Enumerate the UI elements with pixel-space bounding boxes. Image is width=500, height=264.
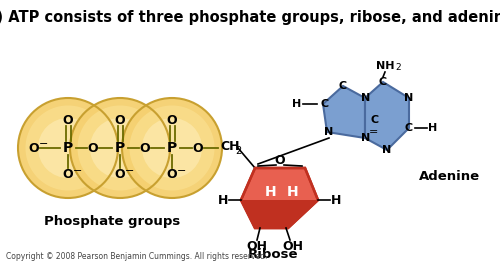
Text: H: H — [292, 99, 302, 109]
Circle shape — [90, 118, 150, 178]
Text: −: − — [177, 166, 186, 176]
Polygon shape — [241, 200, 318, 228]
Text: −: − — [125, 166, 134, 176]
Text: C: C — [379, 77, 387, 87]
Text: N: N — [382, 145, 392, 155]
Text: H: H — [265, 185, 277, 199]
Text: OH: OH — [282, 239, 304, 252]
Text: N: N — [404, 93, 413, 103]
Text: O: O — [166, 167, 177, 181]
Text: 2: 2 — [395, 64, 400, 73]
Text: C: C — [321, 99, 329, 109]
Text: −: − — [39, 139, 48, 149]
Text: C: C — [405, 123, 413, 133]
Polygon shape — [365, 82, 409, 150]
Text: Phosphate groups: Phosphate groups — [44, 215, 180, 228]
Text: O: O — [28, 142, 40, 154]
Text: =: = — [368, 127, 378, 137]
Text: H: H — [428, 123, 438, 133]
Text: P: P — [115, 141, 125, 155]
Text: C: C — [371, 115, 379, 125]
Text: N: N — [362, 133, 370, 143]
Text: 2: 2 — [235, 146, 241, 156]
Text: (a) ATP consists of three phosphate groups, ribose, and adenine.: (a) ATP consists of three phosphate grou… — [0, 10, 500, 25]
Circle shape — [26, 106, 110, 191]
Text: O: O — [62, 167, 74, 181]
Text: O: O — [114, 167, 126, 181]
Text: N: N — [324, 127, 334, 137]
Text: NH: NH — [376, 61, 394, 71]
Circle shape — [130, 106, 214, 191]
Circle shape — [18, 98, 118, 198]
Circle shape — [122, 98, 222, 198]
Text: H: H — [218, 194, 228, 206]
Text: O: O — [88, 142, 99, 154]
Text: P: P — [167, 141, 177, 155]
Text: O: O — [166, 115, 177, 128]
Text: C: C — [339, 81, 347, 91]
Circle shape — [78, 106, 162, 191]
Text: Ribose: Ribose — [248, 248, 298, 261]
Text: Adenine: Adenine — [419, 170, 480, 183]
Text: P: P — [63, 141, 73, 155]
Text: O: O — [62, 115, 74, 128]
Text: H: H — [287, 185, 299, 199]
Circle shape — [70, 98, 170, 198]
Polygon shape — [241, 168, 318, 228]
Text: N: N — [362, 93, 370, 103]
Text: OH: OH — [246, 239, 268, 252]
Text: −: − — [73, 166, 83, 176]
Circle shape — [142, 118, 202, 178]
Polygon shape — [323, 86, 365, 138]
Text: O: O — [140, 142, 150, 154]
Text: H: H — [331, 194, 341, 206]
Text: Copyright © 2008 Pearson Benjamin Cummings. All rights reserved.: Copyright © 2008 Pearson Benjamin Cummin… — [6, 252, 268, 261]
Circle shape — [38, 118, 98, 178]
Text: O: O — [274, 153, 285, 167]
Text: CH: CH — [220, 140, 240, 153]
Text: O: O — [192, 142, 203, 154]
Text: O: O — [114, 115, 126, 128]
